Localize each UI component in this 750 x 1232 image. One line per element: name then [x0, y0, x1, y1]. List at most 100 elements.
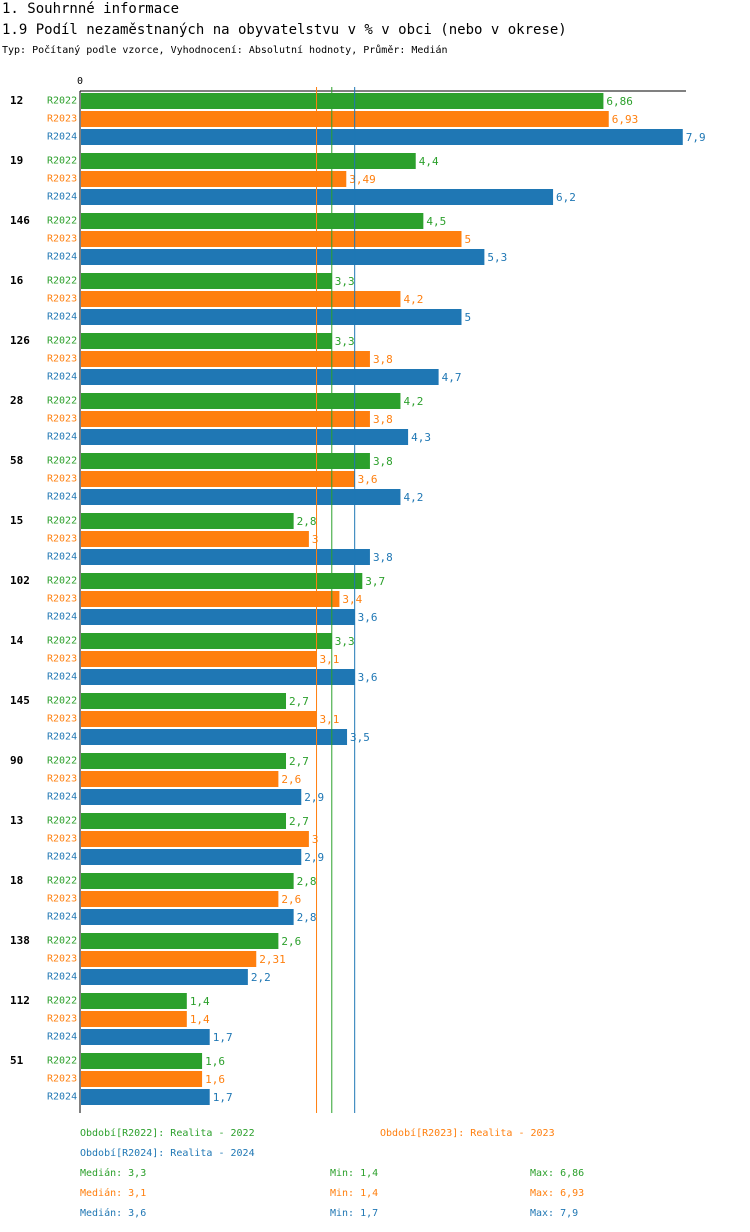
series-label-r2022: R2022	[47, 576, 77, 587]
series-label-r2023: R2023	[47, 894, 77, 905]
bar-r2022	[81, 333, 332, 349]
data-label-r2022: 3,3	[335, 635, 355, 648]
data-label-r2022: 6,86	[606, 95, 633, 108]
data-label-r2024: 3,6	[358, 611, 378, 624]
series-label-r2022: R2022	[47, 1056, 77, 1067]
bar-r2022	[81, 93, 604, 109]
bar-r2022	[81, 453, 370, 469]
category-label: 12	[10, 94, 23, 107]
series-label-r2023: R2023	[47, 234, 77, 245]
bar-r2023	[81, 351, 370, 367]
series-label-r2022: R2022	[47, 816, 77, 827]
bar-r2022	[81, 633, 332, 649]
data-label-r2022: 1,4	[190, 995, 210, 1008]
bar-r2024	[81, 489, 401, 505]
data-label-r2023: 2,31	[259, 953, 286, 966]
legend-median-r2024: Medián: 3,6	[80, 1208, 147, 1219]
bar-r2022	[81, 213, 424, 229]
bar-r2023	[81, 471, 355, 487]
data-label-r2022: 2,7	[289, 695, 309, 708]
bar-r2023	[81, 1011, 187, 1027]
series-label-r2023: R2023	[47, 534, 77, 545]
data-label-r2024: 4,2	[403, 491, 423, 504]
legend-min-r2022: Min: 1,4	[330, 1168, 379, 1179]
data-label-r2024: 2,9	[304, 851, 324, 864]
series-label-r2022: R2022	[47, 456, 77, 467]
series-label-r2023: R2023	[47, 114, 77, 125]
data-label-r2024: 5	[465, 311, 472, 324]
series-label-r2023: R2023	[47, 354, 77, 365]
series-label-r2022: R2022	[47, 276, 77, 287]
series-label-r2022: R2022	[47, 996, 77, 1007]
series-label-r2024: R2024	[47, 252, 77, 263]
bar-r2023	[81, 831, 309, 847]
category-label: 146	[10, 214, 30, 227]
series-label-r2023: R2023	[47, 954, 77, 965]
bar-r2024	[81, 789, 302, 805]
data-label-r2022: 2,8	[297, 515, 317, 528]
series-label-r2023: R2023	[47, 714, 77, 725]
data-label-r2022: 3,8	[373, 455, 393, 468]
bar-r2022	[81, 993, 187, 1009]
bar-r2024	[81, 609, 355, 625]
data-label-r2024: 3,6	[358, 671, 378, 684]
legend-min-r2024: Min: 1,7	[330, 1208, 379, 1219]
bar-r2022	[81, 693, 287, 709]
data-label-r2023: 6,93	[612, 113, 639, 126]
bar-r2022	[81, 153, 416, 169]
data-label-r2022: 2,7	[289, 755, 309, 768]
bar-r2023	[81, 651, 317, 667]
data-label-r2022: 4,2	[403, 395, 423, 408]
data-label-r2022: 2,7	[289, 815, 309, 828]
series-label-r2024: R2024	[47, 132, 77, 143]
legend-max-r2024: Max: 7,9	[530, 1208, 579, 1219]
data-label-r2022: 3,3	[335, 275, 355, 288]
chart-subtitle: Typ: Počítaný podle vzorce, Vyhodnocení:…	[2, 45, 448, 56]
series-label-r2022: R2022	[47, 936, 77, 947]
data-label-r2024: 3,5	[350, 731, 370, 744]
series-label-r2024: R2024	[47, 432, 77, 443]
data-label-r2024: 6,2	[556, 191, 576, 204]
bar-r2024	[81, 249, 485, 265]
series-label-r2023: R2023	[47, 774, 77, 785]
series-label-r2023: R2023	[47, 174, 77, 185]
series-label-r2023: R2023	[47, 294, 77, 305]
bar-r2023	[81, 891, 279, 907]
category-label: 14	[10, 634, 24, 647]
category-label: 58	[10, 454, 23, 467]
series-label-r2022: R2022	[47, 876, 77, 887]
series-label-r2024: R2024	[47, 612, 77, 623]
bar-r2022	[81, 933, 279, 949]
bar-r2022	[81, 393, 401, 409]
category-label: 15	[10, 514, 23, 527]
category-label: 112	[10, 994, 30, 1007]
category-label: 102	[10, 574, 30, 587]
series-label-r2024: R2024	[47, 312, 77, 323]
bar-r2022	[81, 273, 332, 289]
legend-min-r2023: Min: 1,4	[330, 1188, 379, 1199]
bar-r2024	[81, 1089, 210, 1105]
data-label-r2024: 7,9	[686, 131, 706, 144]
data-label-r2024: 4,7	[442, 371, 462, 384]
category-label: 90	[10, 754, 23, 767]
bar-r2023	[81, 711, 317, 727]
data-label-r2023: 2,6	[281, 773, 301, 786]
data-label-r2024: 1,7	[213, 1031, 233, 1044]
category-label: 138	[10, 934, 30, 947]
bar-r2023	[81, 411, 370, 427]
bar-r2024	[81, 669, 355, 685]
series-label-r2022: R2022	[47, 96, 77, 107]
data-label-r2022: 2,8	[297, 875, 317, 888]
bar-r2024	[81, 309, 462, 325]
series-label-r2024: R2024	[47, 852, 77, 863]
data-label-r2023: 3,8	[373, 353, 393, 366]
series-label-r2022: R2022	[47, 756, 77, 767]
series-label-r2022: R2022	[47, 156, 77, 167]
data-label-r2022: 4,5	[426, 215, 446, 228]
bar-r2024	[81, 849, 302, 865]
series-label-r2023: R2023	[47, 1074, 77, 1085]
data-label-r2022: 4,4	[419, 155, 439, 168]
bar-r2023	[81, 951, 257, 967]
data-label-r2023: 1,6	[205, 1073, 225, 1086]
series-label-r2024: R2024	[47, 792, 77, 803]
